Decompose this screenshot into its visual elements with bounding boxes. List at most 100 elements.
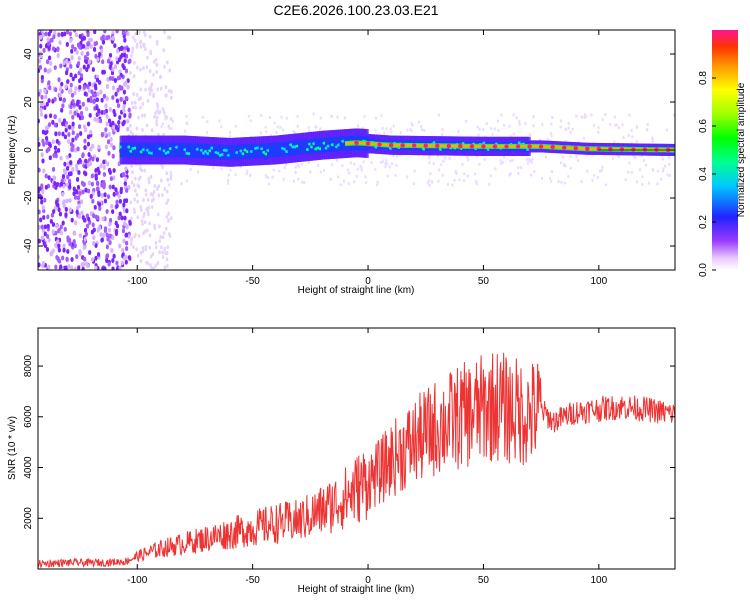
spectrogram-cell xyxy=(90,229,95,235)
spectrogram-cell xyxy=(74,73,78,79)
spectrogram-cell xyxy=(138,30,141,35)
spectrogram-cell xyxy=(557,179,560,184)
spectrogram-cell xyxy=(135,42,139,47)
spectrogram-cell xyxy=(158,110,162,115)
spectrogram-cell xyxy=(540,176,544,180)
spectrogram-cell xyxy=(86,141,91,147)
spectrogram-cell xyxy=(74,220,78,226)
spectrogram-cell xyxy=(169,116,173,121)
spectrogram-cell xyxy=(112,145,116,151)
spectrogram-cell xyxy=(81,266,85,270)
spectrogram-cell xyxy=(94,53,98,59)
spectrogram-cell xyxy=(85,106,89,112)
spectrogram-cell xyxy=(185,179,189,183)
spectrogram-cell xyxy=(158,250,161,255)
spectrogram-cell xyxy=(51,167,56,172)
spectrogram-band-core xyxy=(136,142,141,158)
spectrogram-cell xyxy=(44,184,48,190)
spectrogram-cell xyxy=(597,125,600,130)
spectrogram-cell xyxy=(152,266,156,270)
spectrogram-cell xyxy=(47,98,51,104)
spectrogram-cell xyxy=(69,38,73,43)
spectrogram-band-core xyxy=(289,141,294,156)
spectrogram-cell xyxy=(569,154,572,158)
spectrogram-cell xyxy=(47,46,51,51)
spectrogram-cell xyxy=(151,252,155,257)
spectrogram-cell xyxy=(83,91,87,97)
spectrogram-cell xyxy=(71,130,75,136)
spectrogram-cell xyxy=(57,247,61,253)
spectrogram-ridge-point xyxy=(585,146,590,151)
spectrogram-cell xyxy=(155,115,159,120)
spectrogram-cell xyxy=(663,164,667,168)
spectrogram-band-core xyxy=(287,141,292,156)
spectrogram-cell xyxy=(101,232,106,238)
spectrogram-cell xyxy=(322,168,326,172)
spectrogram-cell xyxy=(111,266,115,270)
spectrogram-band-core xyxy=(271,142,276,158)
spectrogram-y-ticks: -40 -20 0 20 40 xyxy=(23,48,675,253)
spectrogram-cell xyxy=(108,217,113,223)
spectrogram-cell xyxy=(441,173,444,177)
spectrogram-cell xyxy=(56,53,60,58)
spectrogram-band-core xyxy=(194,143,199,158)
spectrogram-cell xyxy=(112,175,116,181)
spectrogram-cell xyxy=(39,111,43,117)
spectrogram-cell xyxy=(294,170,297,174)
spectrogram-cell xyxy=(123,52,127,58)
spectrogram-cell xyxy=(668,162,671,167)
spectrogram-cell xyxy=(118,75,122,81)
spectrogram-cell xyxy=(117,119,121,125)
spectrogram-cell xyxy=(72,239,76,244)
spectrogram-cell xyxy=(41,138,45,144)
spectrogram-cell xyxy=(437,168,441,172)
spectrogram-cell xyxy=(149,254,153,259)
spectrogram-ridge-point xyxy=(400,143,405,148)
spectrogram-cell xyxy=(96,118,100,123)
spectrogram-cell xyxy=(40,152,44,158)
spectrogram-cell xyxy=(489,174,492,178)
spectrogram-cell xyxy=(524,121,527,126)
spectrogram-cell xyxy=(111,235,115,241)
spectrogram-cell xyxy=(129,130,133,135)
spectrogram-cell xyxy=(58,86,62,92)
spectrogram-cell xyxy=(65,154,69,160)
spectrogram-cell xyxy=(70,265,74,270)
colorbar-label: Normalized spectral amplitude xyxy=(736,82,747,217)
spectrogram-cell xyxy=(86,134,91,140)
spectrogram-cell xyxy=(73,195,78,200)
spectrogram-cell xyxy=(297,163,300,167)
spectrogram-cell xyxy=(45,101,49,107)
spectrogram-cell xyxy=(105,258,109,263)
spectrogram-cell xyxy=(549,131,553,136)
spectrogram-cell xyxy=(76,184,81,190)
spectrogram-cell xyxy=(126,47,130,53)
spectrogram-cell xyxy=(379,160,383,164)
snr-frame xyxy=(37,327,676,570)
spectrogram-cell xyxy=(93,116,97,122)
spectrogram-cell xyxy=(141,246,145,251)
spectrogram-cell xyxy=(75,177,80,182)
spectrogram-cell xyxy=(70,257,74,262)
spectrogram-cell xyxy=(168,126,171,130)
spectrogram-cell xyxy=(39,101,43,107)
spectrogram-cell xyxy=(123,181,127,186)
spectrogram-cell xyxy=(423,128,426,132)
spectrogram-cell xyxy=(44,125,48,131)
spectrogram-cell xyxy=(169,95,173,100)
snr-x-tick-label: 100 xyxy=(590,575,607,586)
spectrogram-cell xyxy=(40,78,44,84)
spectrogram-cell xyxy=(132,91,135,96)
spectrogram-cell xyxy=(666,173,669,177)
spectrogram-band-core xyxy=(312,138,317,154)
spectrogram-cell xyxy=(115,203,119,209)
spectrogram-cell xyxy=(165,214,169,219)
spectrogram-cell xyxy=(97,202,102,207)
spectrogram-cell xyxy=(665,128,669,132)
spectrogram-cell xyxy=(85,223,90,229)
spectrogram-cell xyxy=(86,97,91,103)
spectrogram-cell xyxy=(116,103,121,109)
spectrogram-ridge-point xyxy=(538,144,544,149)
spectrogram-cell xyxy=(71,166,75,172)
spectrogram-band-core xyxy=(323,137,328,153)
